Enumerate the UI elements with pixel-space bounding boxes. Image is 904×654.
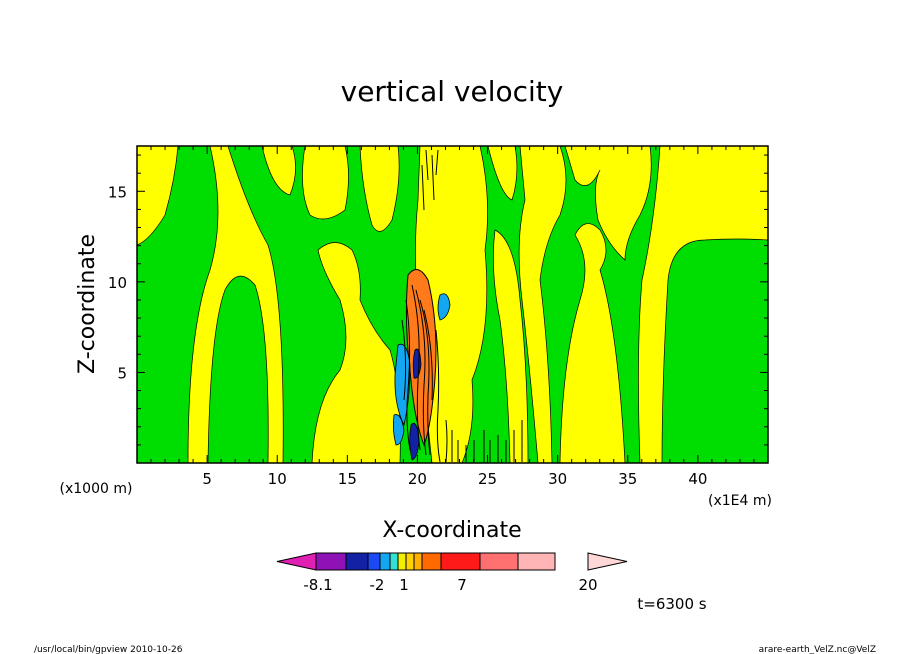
y-tick-label: 5	[117, 364, 127, 382]
y-axis-label: Z-coordinate	[75, 234, 100, 374]
downdraft-region	[392, 414, 405, 446]
colorbar-tick-label: 1	[399, 576, 409, 594]
colorbar-low-extension	[276, 552, 317, 571]
colorbar-swatch	[405, 552, 415, 571]
downdraft-region	[437, 293, 451, 321]
colorbar-swatch	[379, 552, 391, 571]
x-tick-label: 10	[268, 470, 287, 488]
colorbar-tick-label: -8.1	[303, 576, 332, 594]
colorbar-tick-label: 7	[457, 576, 467, 594]
colorbar-tick-label: -2	[370, 576, 385, 594]
x-tick-label: 15	[338, 470, 357, 488]
positive-region	[518, 146, 567, 463]
plot-frame	[136, 145, 769, 464]
positive-region	[187, 146, 284, 463]
x-unit-right: (x1E4 m)	[708, 493, 772, 509]
x-tick-label: 30	[548, 470, 567, 488]
positive-region	[559, 223, 626, 463]
colorbar-swatch	[413, 552, 423, 571]
x-tick-label: 20	[408, 470, 427, 488]
downdraft-region	[394, 343, 411, 427]
colorbar: -8.1 -2 1 7 20	[276, 552, 628, 594]
colorbar-swatch	[389, 552, 399, 571]
colorbar-swatch	[315, 552, 347, 571]
colorbar-swatch	[367, 552, 381, 571]
positive-region	[359, 146, 400, 232]
core-contour-lines	[401, 149, 523, 463]
strong-downdraft	[409, 422, 420, 461]
x-tick-label: 35	[618, 470, 637, 488]
colorbar-swatch	[397, 552, 407, 571]
positive-region	[493, 229, 529, 463]
positive-region	[487, 146, 518, 201]
x-tick-label: 5	[202, 470, 212, 488]
positive-region	[638, 146, 768, 463]
colorbar-tick-label: 20	[578, 576, 597, 594]
colorbar-high-extension	[587, 552, 628, 571]
y-tick-label: 10	[108, 274, 127, 292]
footer-left: /usr/local/bin/gpview 2010-10-26	[34, 645, 183, 654]
positive-region	[311, 242, 401, 463]
x-axis-label: X-coordinate	[382, 518, 521, 543]
contour-field	[137, 146, 768, 463]
colorbar-swatch	[421, 552, 442, 571]
x-tick-label: 25	[478, 470, 497, 488]
x-tick-label: 40	[688, 470, 707, 488]
positive-region	[564, 146, 652, 261]
positive-region	[137, 146, 179, 246]
y-tick-label: 15	[108, 183, 127, 201]
positive-region	[302, 146, 349, 220]
colorbar-swatch	[517, 552, 556, 571]
footer-right: arare-earth_VelZ.nc@VelZ	[759, 645, 876, 654]
colorbar-swatch	[479, 552, 519, 571]
time-label: t=6300 s	[637, 595, 706, 613]
axes: 5 10 15 20 25 30 35 40 5 10 15	[108, 146, 768, 488]
chart-title: vertical velocity	[341, 75, 564, 108]
colorbar-swatch	[440, 552, 481, 571]
positive-region	[261, 146, 296, 196]
x-unit-left: (x1000 m)	[60, 481, 133, 497]
colorbar-swatch	[345, 552, 369, 571]
